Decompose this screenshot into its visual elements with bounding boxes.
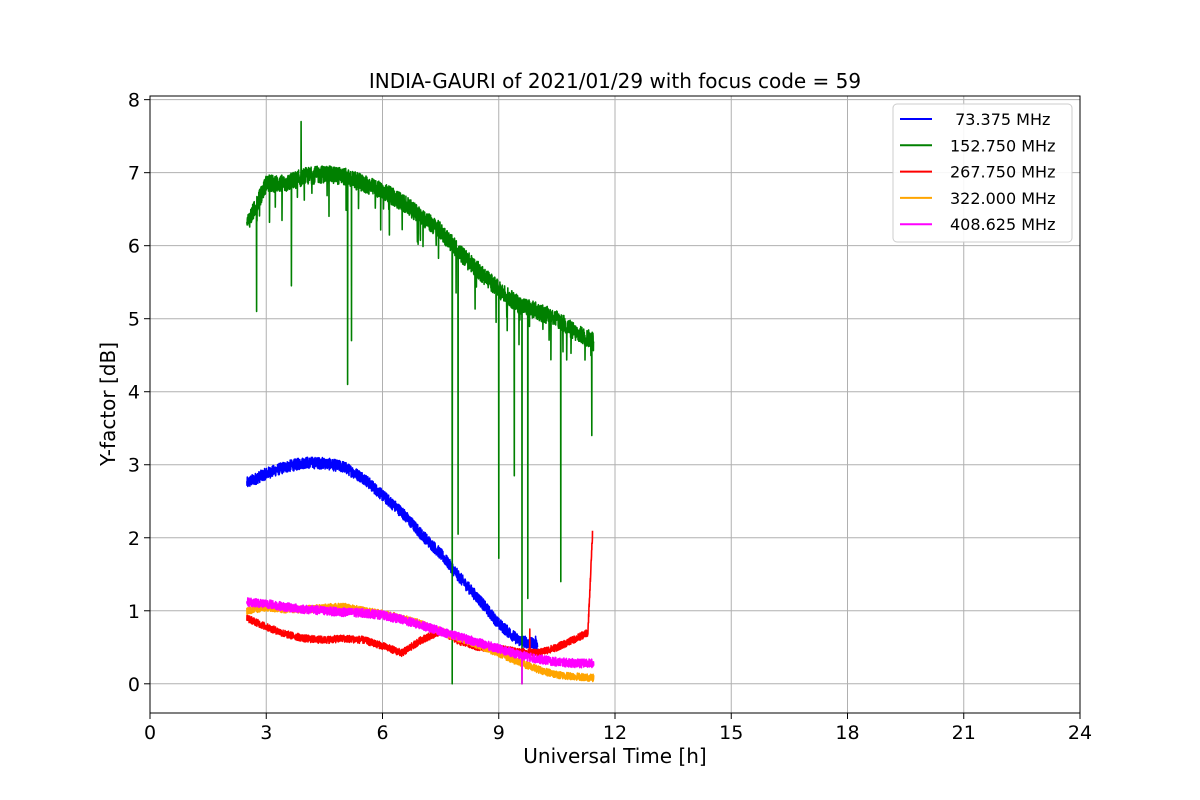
x-tick-label: 0 xyxy=(144,722,156,744)
series-line-0 xyxy=(246,456,539,652)
x-tick-label: 12 xyxy=(603,722,627,744)
series-line-4 xyxy=(246,597,595,685)
x-tick-label: 9 xyxy=(493,722,505,744)
chart-title: INDIA-GAURI of 2021/01/29 with focus cod… xyxy=(369,69,861,93)
y-tick-label: 8 xyxy=(128,90,140,112)
x-axis-label: Universal Time [h] xyxy=(523,744,706,768)
x-tick-label: 15 xyxy=(719,722,743,744)
x-tick-label: 21 xyxy=(952,722,976,744)
x-axis-ticks: 0 3 6 9 12 15 18 21 24 xyxy=(144,713,1092,744)
x-tick-label: 3 xyxy=(260,722,272,744)
series-layer xyxy=(246,120,595,685)
legend: 73.375 MHz 152.750 MHz 267.750 MHz 322.000 … xyxy=(892,103,1073,243)
legend-label-4: 408.625 MHz xyxy=(950,215,1055,234)
y-axis-ticks: 0 1 2 3 4 5 6 7 8 xyxy=(128,90,150,696)
series-line-1 xyxy=(246,120,595,685)
x-tick-label: 6 xyxy=(376,722,388,744)
legend-label-0: 73.375 MHz xyxy=(950,110,1050,129)
x-tick-label: 18 xyxy=(835,722,859,744)
legend-label-3: 322.000 MHz xyxy=(950,189,1055,208)
x-tick-label: 24 xyxy=(1068,722,1092,744)
y-tick-label: 0 xyxy=(128,674,140,696)
y-tick-label: 2 xyxy=(128,528,140,550)
y-tick-label: 1 xyxy=(128,601,140,623)
legend-label-1: 152.750 MHz xyxy=(950,136,1055,155)
y-tick-label: 3 xyxy=(128,455,140,477)
y-tick-label: 4 xyxy=(128,382,140,404)
y-tick-label: 6 xyxy=(128,236,140,258)
legend-box xyxy=(892,103,1073,243)
legend-label-2: 267.750 MHz xyxy=(950,163,1055,182)
y-tick-label: 5 xyxy=(128,309,140,331)
series-line-2 xyxy=(246,530,594,658)
y-tick-label: 7 xyxy=(128,163,140,185)
y-axis-label: Y-factor [dB] xyxy=(96,342,120,467)
